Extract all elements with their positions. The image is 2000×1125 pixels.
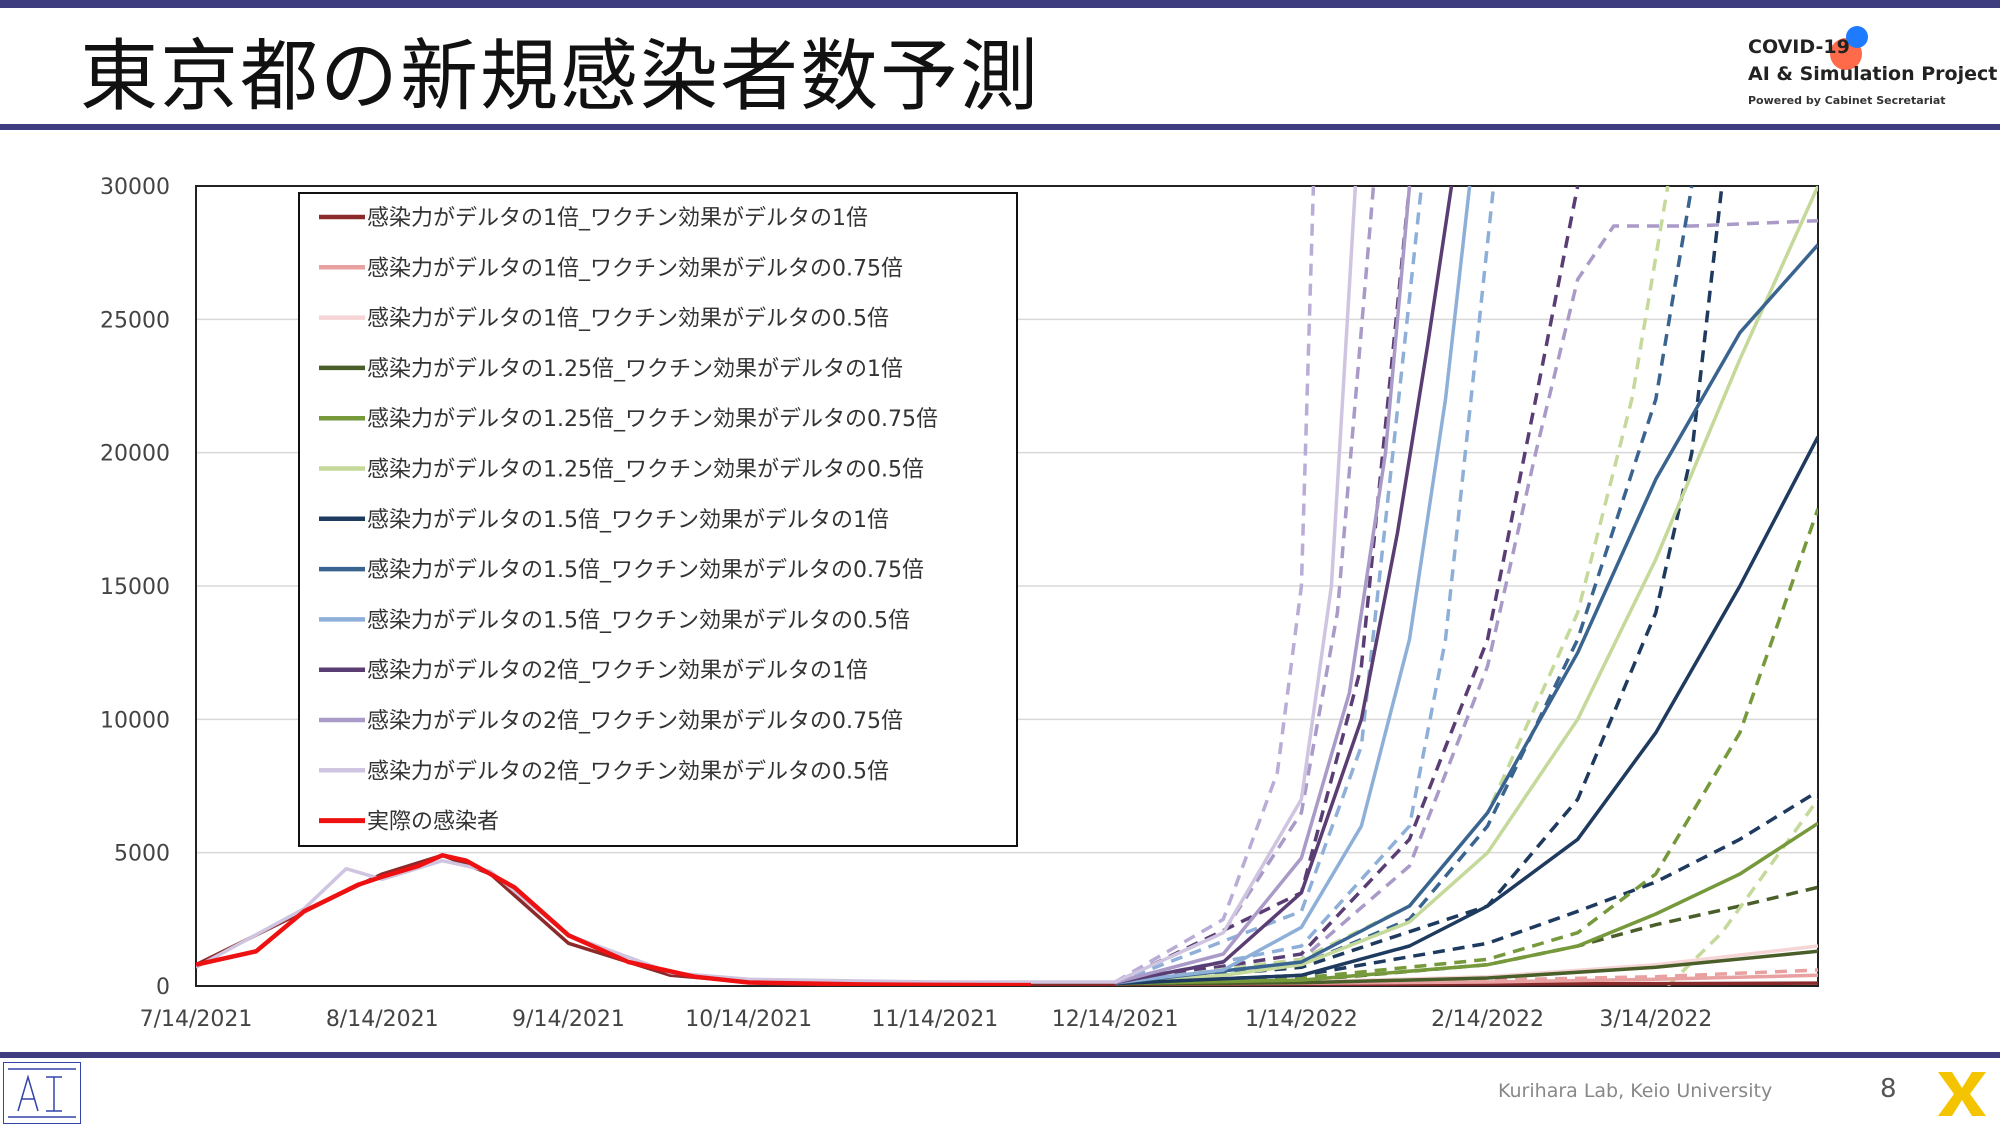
slide-title: 東京都の新規感染者数予測 bbox=[80, 32, 1041, 122]
series-line bbox=[196, 853, 1818, 986]
x-tick-label: 12/14/2021 bbox=[1052, 1007, 1179, 1032]
legend-label: 感染力がデルタの1.5倍_ワクチン効果がデルタの1倍 bbox=[367, 508, 889, 533]
legend-label: 感染力がデルタの1倍_ワクチン効果がデルタの1倍 bbox=[367, 206, 868, 231]
x-tick-label: 2/14/2022 bbox=[1431, 1007, 1544, 1032]
series-line-dashed bbox=[1114, 186, 1376, 984]
x-tick-label: 10/14/2021 bbox=[685, 1007, 812, 1032]
legend-label: 感染力がデルタの2倍_ワクチン効果がデルタの0.5倍 bbox=[367, 759, 889, 784]
footer-bar bbox=[0, 1052, 2000, 1058]
legend-box bbox=[298, 192, 1018, 847]
series-line bbox=[1114, 186, 1412, 985]
project-logo: COVID-19 AI & Simulation Project Powered… bbox=[1748, 26, 1997, 118]
legend-label: 感染力がデルタの1倍_ワクチン効果がデルタの0.5倍 bbox=[367, 307, 889, 332]
infection-forecast-chart: 0 5000 10000 15000 20000 25000 30000 7/14/2021… bbox=[100, 175, 1819, 1032]
logo-line-2: AI & Simulation Project bbox=[1748, 63, 1998, 85]
x-tick-label: 9/14/2021 bbox=[512, 1007, 625, 1032]
legend-label: 感染力がデルタの1倍_ワクチン効果がデルタの0.75倍 bbox=[367, 256, 903, 281]
x-tick-label: 8/14/2021 bbox=[326, 1007, 439, 1032]
y-tick-label: 10000 bbox=[100, 708, 170, 733]
series-line bbox=[196, 853, 1032, 986]
logo-line-1: COVID-19 bbox=[1748, 36, 1850, 58]
university-x-icon bbox=[1938, 1072, 1986, 1116]
legend-label: 感染力がデルタの1.5倍_ワクチン効果がデルタの0.75倍 bbox=[367, 558, 924, 583]
series-line-dashed bbox=[1115, 508, 1818, 986]
x-tick-label: 3/14/2022 bbox=[1599, 1007, 1712, 1032]
series-line-dashed bbox=[1114, 186, 1424, 985]
top-accent-bar bbox=[0, 0, 2000, 8]
title-underline bbox=[0, 124, 2000, 130]
series-line bbox=[1114, 186, 1454, 985]
y-tick-label: 25000 bbox=[100, 308, 170, 333]
x-tick-label: 1/14/2022 bbox=[1245, 1007, 1358, 1032]
x-tick-label: 7/14/2021 bbox=[140, 1007, 253, 1032]
legend-label: 感染力がデルタの1.5倍_ワクチン効果がデルタの0.5倍 bbox=[367, 608, 910, 633]
footer-credit: Kurihara Lab, Keio University bbox=[1498, 1080, 1773, 1102]
series-line-dashed bbox=[1114, 186, 1580, 985]
lab-logo-icon bbox=[3, 1062, 81, 1124]
y-tick-label: 5000 bbox=[114, 842, 170, 867]
y-tick-label: 15000 bbox=[100, 575, 170, 600]
logo-line-3: Powered by Cabinet Secretariat bbox=[1748, 94, 1946, 107]
series-line bbox=[1114, 186, 1818, 986]
series-line bbox=[1115, 821, 1818, 986]
legend-label: 感染力がデルタの2倍_ワクチン効果がデルタの0.75倍 bbox=[367, 709, 903, 734]
series-line-dashed bbox=[1114, 186, 1694, 986]
page-number: 8 bbox=[1880, 1074, 1897, 1104]
series-line bbox=[1115, 435, 1818, 986]
legend-label: 感染力がデルタの1.25倍_ワクチン効果がデルタの0.75倍 bbox=[367, 407, 938, 432]
series-line bbox=[1115, 949, 1818, 986]
legend-label: 感染力がデルタの1.25倍_ワクチン効果がデルタの1倍 bbox=[367, 357, 903, 382]
series-line-dashed bbox=[1114, 218, 1818, 985]
legend-label: 実際の感染者 bbox=[367, 810, 499, 835]
series-line-dashed bbox=[1114, 186, 1496, 985]
series-line-dashed bbox=[1114, 186, 1724, 986]
y-tick-label: 0 bbox=[156, 975, 170, 1000]
logo-blue-circle bbox=[1846, 26, 1868, 48]
series-line bbox=[1114, 243, 1818, 986]
y-tick-label: 20000 bbox=[100, 442, 170, 467]
series-line-dashed bbox=[1114, 186, 1670, 986]
series-line bbox=[1114, 186, 1472, 985]
legend-label: 感染力がデルタの2倍_ワクチン効果がデルタの1倍 bbox=[367, 659, 868, 684]
x-tick-label: 11/14/2021 bbox=[872, 1007, 999, 1032]
legend-label: 感染力がデルタの1.25倍_ワクチン効果がデルタの0.5倍 bbox=[367, 458, 924, 483]
y-tick-label: 30000 bbox=[100, 175, 170, 200]
series-line-dashed bbox=[1114, 186, 1316, 984]
